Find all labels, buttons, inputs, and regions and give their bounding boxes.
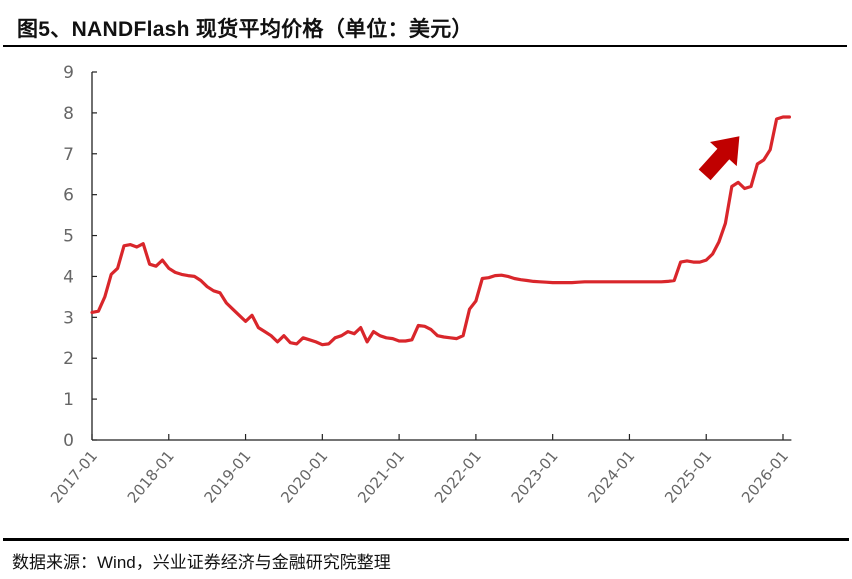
chart-title: 图5、NANDFlash 现货平均价格（单位：美元） [17, 18, 473, 41]
x-tick-label: 2024-01 [584, 447, 638, 507]
y-axis: 0 1 2 3 4 5 6 7 8 9 [63, 63, 97, 451]
y-tick-label: 2 [63, 349, 74, 369]
y-tick-label: 1 [63, 390, 74, 410]
y-tick-label: 3 [63, 308, 74, 328]
title-divider [3, 45, 847, 47]
x-axis: 2017-01 2018-01 2019-01 2020-01 2021-01 2022-… [47, 434, 792, 507]
y-tick-label: 7 [63, 145, 74, 165]
trend-arrow-icon [698, 136, 740, 181]
y-tick-label: 0 [63, 431, 74, 451]
y-tick-label: 9 [63, 63, 74, 83]
y-tick-label: 5 [63, 227, 74, 247]
y-tick-label: 4 [63, 267, 74, 287]
x-tick-label: 2026-01 [738, 447, 792, 507]
price-line [90, 115, 792, 347]
x-tick-label: 2022-01 [431, 447, 485, 507]
x-tick-label: 2018-01 [124, 447, 178, 507]
x-tick-label: 2019-01 [201, 447, 255, 507]
x-tick-label: 2020-01 [277, 447, 331, 507]
x-tick-label: 2021-01 [354, 447, 408, 507]
x-tick-label: 2017-01 [47, 447, 101, 507]
source-divider [3, 538, 849, 541]
x-tick-label: 2025-01 [661, 447, 715, 507]
y-tick-label: 8 [63, 104, 74, 124]
data-source-note: 数据来源：Wind，兴业证券经济与金融研究院整理 [12, 553, 391, 572]
y-tick-label: 6 [63, 186, 74, 206]
x-tick-label: 2023-01 [508, 447, 562, 507]
